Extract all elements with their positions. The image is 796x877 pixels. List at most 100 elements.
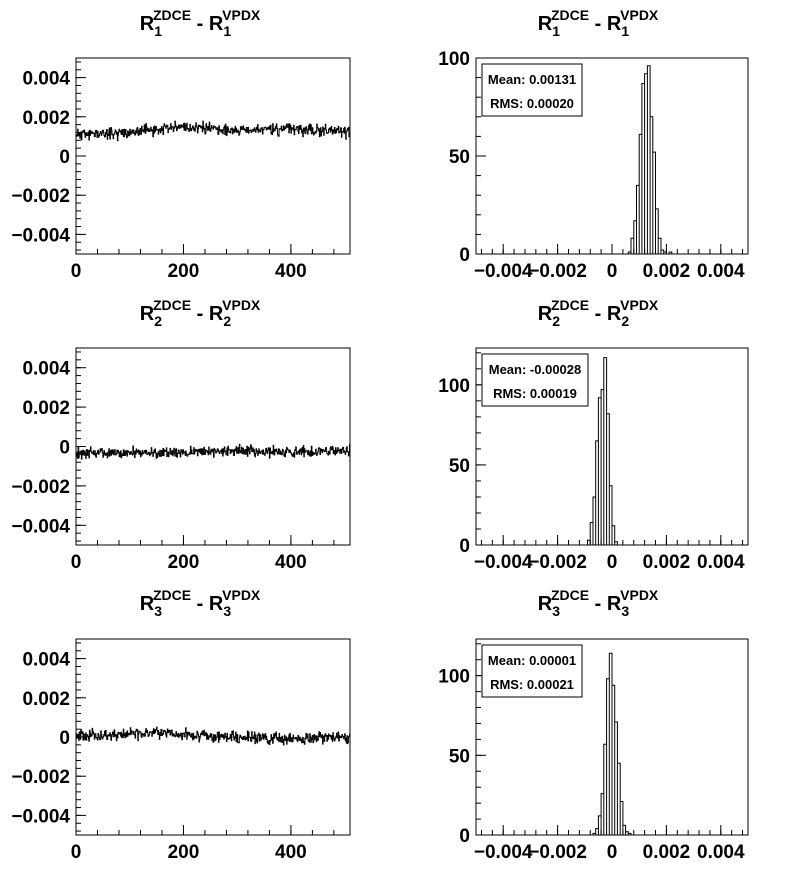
y-tick-label: 50 xyxy=(449,456,470,477)
title-part: R xyxy=(607,13,622,35)
title-part: R xyxy=(140,593,155,615)
title-part: R xyxy=(538,303,553,325)
y-tick-label: 0 xyxy=(59,147,70,168)
title-part: ZDCE xyxy=(153,587,191,603)
x-tick-label: 0.004 xyxy=(697,842,745,863)
y-tick-label: 100 xyxy=(438,376,470,397)
title-part: 1 xyxy=(154,23,162,39)
y-tick-label: −0.004 xyxy=(11,806,70,827)
x-tick-label: 0.002 xyxy=(643,842,691,863)
title-part: R xyxy=(607,593,622,615)
x-tick-label: 0.002 xyxy=(643,261,691,282)
x-tick-label: 200 xyxy=(168,552,200,573)
y-tick-label: 100 xyxy=(438,667,470,688)
title-part: R xyxy=(209,593,224,615)
title-part: VPDX xyxy=(620,7,659,23)
title-part: VPDX xyxy=(222,297,261,313)
title-part: 3 xyxy=(552,603,560,619)
title-part: ZDCE xyxy=(551,587,589,603)
histogram-outline xyxy=(476,652,748,836)
y-tick-label: 100 xyxy=(438,49,470,70)
title-part: 2 xyxy=(223,313,231,329)
title-part: VPDX xyxy=(222,587,261,603)
title-part: R xyxy=(209,303,224,325)
stats-rms: RMS: 0.00021 xyxy=(490,677,574,692)
x-tick-label: 0 xyxy=(71,261,82,282)
panel-title: R1ZDCE - R1VPDX xyxy=(140,7,261,39)
y-tick-label: 0.002 xyxy=(22,108,70,129)
stats-rms: RMS: 0.00019 xyxy=(493,386,577,401)
y-tick-label: 0.004 xyxy=(22,650,70,671)
x-tick-label: 0 xyxy=(71,842,82,863)
title-part: ZDCE xyxy=(551,7,589,23)
panel-ts1: R1ZDCE - R1VPDX 0 200 400 0.004 0.002 0 −0.002 −… xyxy=(11,7,351,282)
panel-title: R3ZDCE - R3VPDX xyxy=(538,587,659,619)
y-tick-label: −0.004 xyxy=(11,516,70,537)
panel-title: R2ZDCE - R2VPDX xyxy=(140,297,261,329)
y-tick-label: 0.004 xyxy=(22,359,70,380)
stats-box xyxy=(481,644,583,698)
x-tick-label: 0.004 xyxy=(697,261,745,282)
x-tick-label: 0 xyxy=(607,261,618,282)
x-tick-label: 0 xyxy=(71,552,82,573)
x-tick-label: 400 xyxy=(275,261,307,282)
title-part: 3 xyxy=(621,603,629,619)
title-part: R xyxy=(140,303,155,325)
x-tick-label: 0.002 xyxy=(643,552,691,573)
y-tick-label: −0.004 xyxy=(11,225,70,246)
x-tick-label: 400 xyxy=(275,842,307,863)
panel-title: R3ZDCE - R3VPDX xyxy=(140,587,261,619)
y-tick-label: 0 xyxy=(459,826,470,847)
title-part: VPDX xyxy=(222,7,261,23)
title-part: 2 xyxy=(154,313,162,329)
title-part: R xyxy=(538,593,553,615)
panel-title: R2ZDCE - R2VPDX xyxy=(538,297,659,329)
y-tick-label: −0.002 xyxy=(11,186,70,207)
title-part: - xyxy=(589,303,607,325)
title-part: R xyxy=(140,13,155,35)
y-tick-label: 0 xyxy=(59,438,70,459)
histogram-outline xyxy=(476,357,748,546)
histogram-outline xyxy=(476,65,748,255)
title-part: 3 xyxy=(154,603,162,619)
x-tick-label: −0.004 xyxy=(474,842,533,863)
title-part: - xyxy=(589,13,607,35)
panel-h2: R2ZDCE - R2VPDX−0.004−0.002 0 0.002 0.00405… xyxy=(438,297,749,573)
title-part: 1 xyxy=(223,23,231,39)
title-part: - xyxy=(191,13,209,35)
x-tick-label: 400 xyxy=(275,552,307,573)
stats-rms: RMS: 0.00020 xyxy=(490,96,574,111)
title-part: ZDCE xyxy=(153,297,191,313)
title-part: VPDX xyxy=(620,297,659,313)
x-tick-label: −0.002 xyxy=(528,261,587,282)
stats-box xyxy=(481,353,589,407)
x-tick-label: 0.004 xyxy=(697,552,745,573)
y-tick-label: 0 xyxy=(459,536,470,557)
series-line xyxy=(76,443,350,460)
title-part: ZDCE xyxy=(551,297,589,313)
x-tick-label: 0 xyxy=(607,842,618,863)
title-part: - xyxy=(589,593,607,615)
panel-h1: R1ZDCE - R1VPDX−0.004−0.002 0 0.002 0.00405… xyxy=(438,7,749,282)
y-tick-label: 0 xyxy=(59,728,70,749)
stats-box xyxy=(481,63,583,117)
x-tick-label: −0.002 xyxy=(528,842,587,863)
title-part: R xyxy=(538,13,553,35)
y-tick-label: 0.004 xyxy=(22,69,70,90)
title-part: 2 xyxy=(621,313,629,329)
title-part: R xyxy=(209,13,224,35)
x-tick-label: −0.004 xyxy=(474,552,533,573)
x-tick-label: 200 xyxy=(168,261,200,282)
title-part: - xyxy=(191,303,209,325)
title-part: 1 xyxy=(621,23,629,39)
stats-mean: Mean: 0.00131 xyxy=(488,72,576,87)
x-tick-label: 0 xyxy=(607,552,618,573)
x-tick-label: 200 xyxy=(168,842,200,863)
y-tick-label: 0.002 xyxy=(22,689,70,710)
y-tick-label: −0.002 xyxy=(11,477,70,498)
x-tick-label: −0.004 xyxy=(474,261,533,282)
